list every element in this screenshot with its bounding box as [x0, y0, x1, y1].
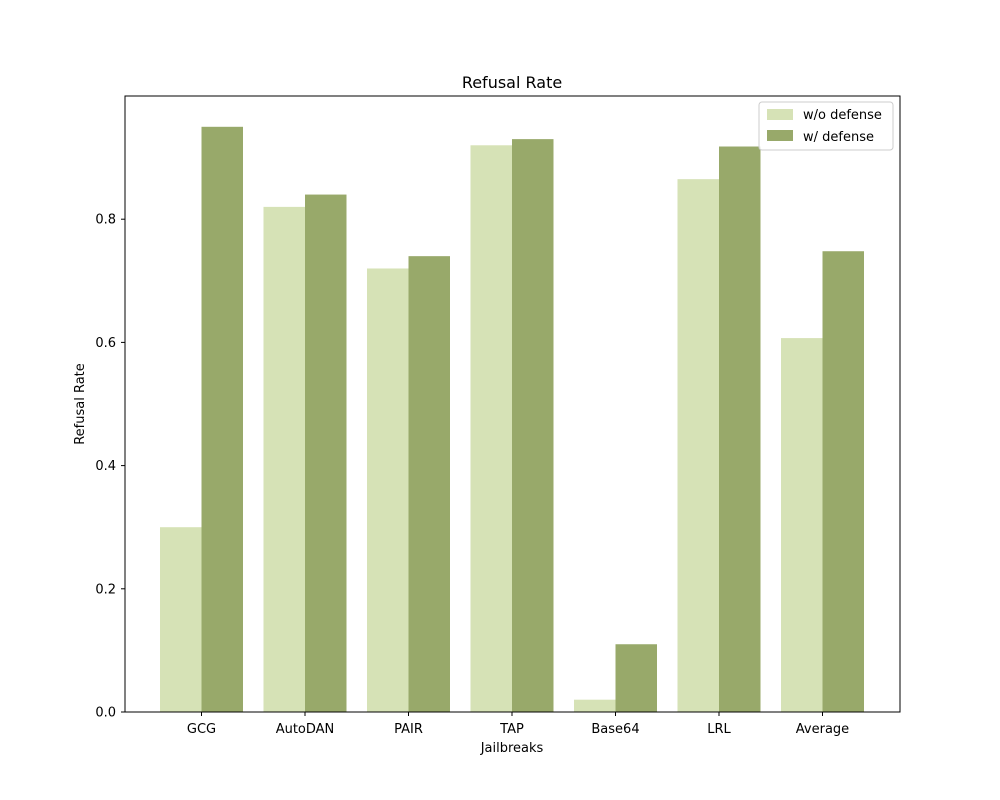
- bar-base64-w-o-defense: [574, 699, 616, 712]
- bar-gcg-w-defense: [201, 126, 243, 713]
- legend-swatch-w-o-defense: [767, 109, 793, 120]
- legend: w/o defense w/ defense: [758, 101, 894, 151]
- bar-lrl-w-o-defense: [677, 179, 719, 712]
- bar-base64-w-defense: [615, 644, 657, 712]
- legend-label-w-o-defense: w/o defense: [803, 108, 882, 123]
- x-tick-label-tap: TAP: [499, 722, 524, 737]
- y-axis-ticks: 0.0 0.2 0.4 0.6 0.8: [95, 213, 125, 721]
- x-tick-label-average: Average: [796, 722, 849, 737]
- y-tick-label: 0.8: [95, 213, 116, 228]
- bar-autodan-w-defense: [305, 194, 347, 712]
- y-axis-label: Refusal Rate: [73, 363, 88, 445]
- bars-group: [160, 126, 864, 713]
- bar-pair-w-o-defense: [367, 268, 409, 712]
- bar-average-w-defense: [822, 251, 864, 713]
- y-tick-label: 0.4: [95, 459, 116, 474]
- y-tick-label: 0.2: [95, 582, 116, 597]
- x-tick-label-autodan: AutoDAN: [276, 722, 335, 737]
- bar-lrl-w-defense: [719, 146, 761, 712]
- legend-swatch-w-defense: [767, 130, 793, 141]
- legend-label-w-defense: w/ defense: [803, 130, 874, 145]
- x-tick-label-lrl: LRL: [707, 722, 731, 737]
- y-tick-label: 0.6: [95, 336, 116, 351]
- x-tick-label-base64: Base64: [591, 722, 639, 737]
- bar-autodan-w-o-defense: [263, 206, 305, 712]
- chart-title: Refusal Rate: [462, 73, 562, 92]
- bar-pair-w-defense: [408, 256, 450, 712]
- bar-average-w-o-defense: [781, 338, 823, 712]
- plot-frame: [124, 95, 901, 713]
- y-tick-label: 0.0: [95, 706, 116, 721]
- x-axis-ticks: GCG AutoDAN PAIR TAP Base64 LRL Average: [187, 712, 849, 737]
- x-tick-label-gcg: GCG: [187, 722, 216, 737]
- bar-gcg-w-o-defense: [160, 527, 202, 712]
- x-axis-label: Jailbreaks: [480, 741, 544, 756]
- bar-tap-w-o-defense: [470, 145, 512, 712]
- x-tick-label-pair: PAIR: [394, 722, 423, 737]
- bar-tap-w-defense: [512, 139, 554, 712]
